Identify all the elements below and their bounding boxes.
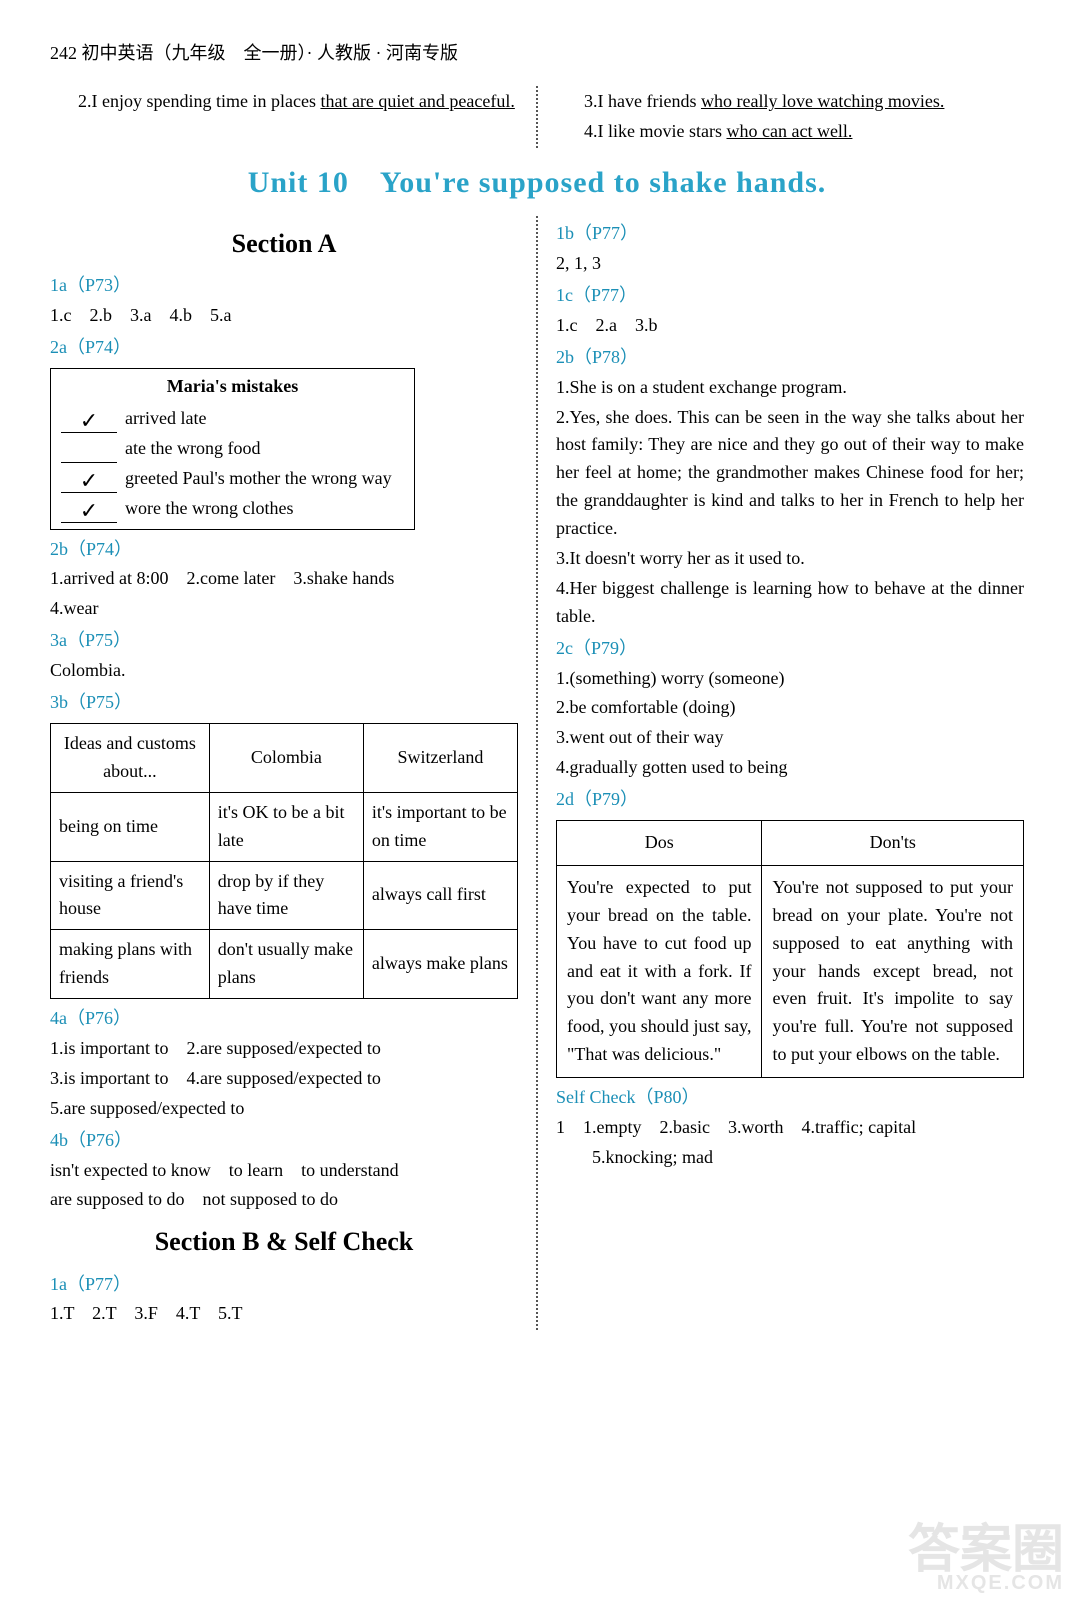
mistakes-title: Maria's mistakes [51,369,414,405]
tag-4b: 4b（P76） [50,1127,518,1155]
ans-2b-1: 1.arrived at 8:00 2.come later 3.shake h… [50,565,518,593]
ans-4a-3: 5.are supposed/expected to [50,1095,518,1123]
tag-3a: 3a（P75） [50,627,518,655]
unit-title: Unit 10 You're supposed to shake hands. [50,160,1024,207]
mistake-row: ✓ wore the wrong clothes [51,495,414,525]
table-row: Dos Don'ts [557,820,1024,865]
td-dos: You're expected to put your bread on the… [557,865,762,1077]
tag-2a: 2a（P74） [50,334,518,362]
th: Switzerland [363,723,517,792]
mistake-text: greeted Paul's mother the wrong way [125,465,404,493]
ans-2b-2: 4.wear [50,595,518,623]
tag-2c: 2c（P79） [556,635,1024,663]
tag-4a: 4a（P76） [50,1005,518,1033]
c1: 1.(something) worry (someone) [556,665,1024,693]
top-right-sentence-1: 3.I have friends who really love watchin… [556,88,1024,116]
watermark: 答案圈 MXQE.COM [908,1532,1064,1590]
section-b-title: Section B & Self Check [50,1222,518,1262]
check-slot [61,462,117,463]
main-columns: Section A 1a（P73） 1.c 2.b 3.a 4.b 5.a 2a… [50,216,1024,1330]
td: it's OK to be a bit late [209,792,363,861]
check-slot: ✓ [61,410,117,433]
td: visiting a friend's house [51,861,210,930]
pre: I have friends [598,91,701,111]
top-left-sentence: 2.I enjoy spending time in places that a… [50,88,518,116]
p3: 3.It doesn't worry her as it used to. [556,545,1024,573]
watermark-sub: MXQE.COM [908,1576,1064,1590]
mistake-text: wore the wrong clothes [125,495,404,523]
left-column: Section A 1a（P73） 1.c 2.b 3.a 4.b 5.a 2a… [50,216,536,1330]
ans-4a-1: 1.is important to 2.are supposed/expecte… [50,1035,518,1063]
tag-2b-r: 2b（P78） [556,344,1024,372]
td: it's important to be on time [363,792,517,861]
td: don't usually make plans [209,930,363,999]
td-donts: You're not supposed to put your bread on… [762,865,1024,1077]
p1: 1.She is on a student exchange program. [556,374,1024,402]
c2: 2.be comfortable (doing) [556,694,1024,722]
mistake-text: arrived late [125,405,404,433]
p4: 4.Her biggest challenge is learning how … [556,575,1024,631]
num: 3. [584,91,598,111]
underline: who really love watching movies. [701,91,944,111]
th-dos: Dos [557,820,762,865]
top-row: 2.I enjoy spending time in places that a… [50,86,1024,148]
tag-1c: 1c（P77） [556,282,1024,310]
dos-donts-table: Dos Don'ts You're expected to put your b… [556,820,1024,1078]
ans-1a: 1.c 2.b 3.a 4.b 5.a [50,302,518,330]
num: 4. [584,121,598,141]
tag-3b: 3b（P75） [50,689,518,717]
tag-selfcheck: Self Check（P80） [556,1084,1024,1112]
table-row: visiting a friend's house drop by if the… [51,861,518,930]
tag-1a: 1a（P73） [50,272,518,300]
td: drop by if they have time [209,861,363,930]
watermark-main: 答案圈 [908,1521,1064,1579]
right-column: 1b（P77） 2, 1, 3 1c（P77） 1.c 2.a 3.b 2b（P… [538,216,1024,1330]
c4: 4.gradually gotten used to being [556,754,1024,782]
check-slot: ✓ [61,470,117,493]
ans-4b-2: are supposed to do not supposed to do [50,1186,518,1214]
td: making plans with friends [51,930,210,999]
tag-1a-b: 1a（P77） [50,1271,518,1299]
mistake-row: ✓ arrived late [51,405,414,435]
sc1: 1 1.empty 2.basic 3.worth 4.traffic; cap… [556,1114,1024,1142]
top-right-sentence-2: 4.I like movie stars who can act well. [556,118,1024,146]
section-a-title: Section A [50,224,518,264]
tag-2d: 2d（P79） [556,786,1024,814]
sc2: 5.knocking; mad [556,1144,1024,1172]
table-row: Ideas and customs about... Colombia Swit… [51,723,518,792]
pre: I like movie stars [598,121,727,141]
ans-4a-2: 3.is important to 4.are supposed/expecte… [50,1065,518,1093]
customs-table: Ideas and customs about... Colombia Swit… [50,723,518,999]
p2: 2.Yes, she does. This can be seen in the… [556,404,1024,543]
underline: who can act well. [726,121,852,141]
table-row: being on time it's OK to be a bit late i… [51,792,518,861]
tag-2b: 2b（P74） [50,536,518,564]
th: Ideas and customs about... [51,723,210,792]
page-header: 242 初中英语（九年级 全一册）· 人教版 · 河南专版 [50,40,1024,68]
ans-1c: 1.c 2.a 3.b [556,312,1024,340]
table-row: You're expected to put your bread on the… [557,865,1024,1077]
ans-4b-1: isn't expected to know to learn to under… [50,1157,518,1185]
table-row: making plans with friends don't usually … [51,930,518,999]
mistake-row: ✓ greeted Paul's mother the wrong way [51,465,414,495]
c3: 3.went out of their way [556,724,1024,752]
underline: that are quiet and peaceful. [320,91,514,111]
td: always call first [363,861,517,930]
td: always make plans [363,930,517,999]
tag-1b: 1b（P77） [556,220,1024,248]
ans-3a: Colombia. [50,657,518,685]
th: Colombia [209,723,363,792]
num: 2. [78,91,92,111]
th-donts: Don'ts [762,820,1024,865]
ans-1a-b: 1.T 2.T 3.F 4.T 5.T [50,1300,518,1328]
ans-1b: 2, 1, 3 [556,250,1024,278]
check-slot: ✓ [61,500,117,523]
pre: I enjoy spending time in places [92,91,321,111]
mistake-text: ate the wrong food [125,435,404,463]
mistake-row: ate the wrong food [51,435,414,465]
mistakes-box: Maria's mistakes ✓ arrived late ate the … [50,368,415,529]
td: being on time [51,792,210,861]
